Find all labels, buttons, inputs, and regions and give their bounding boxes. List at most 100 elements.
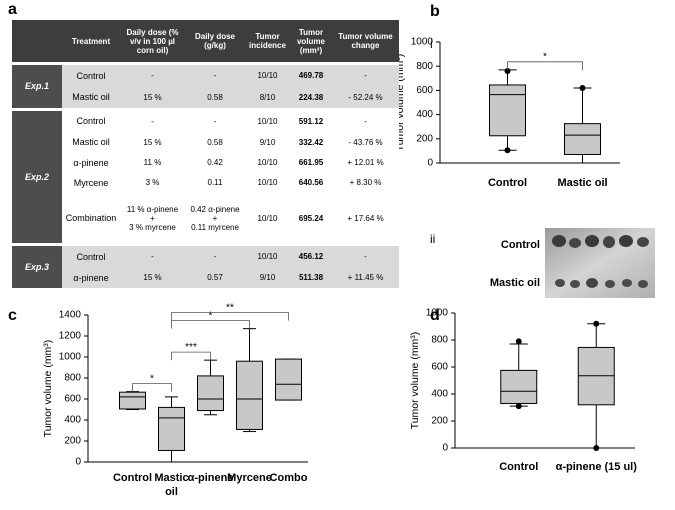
table-cell: -: [185, 107, 245, 133]
table-panel: Treatment Daily dose (% v/v in 100 µl cor…: [12, 20, 399, 288]
significance-label: *: [543, 51, 547, 62]
outlier: [515, 403, 522, 410]
y-tick-label: 1000: [59, 352, 82, 363]
y-tick-label: 800: [64, 373, 81, 384]
table-cell: 0.42: [207, 158, 223, 168]
header-cell: Daily dose (% v/v in 100 µl corn oil): [120, 20, 185, 64]
table-cell: α-pinene: [73, 157, 109, 168]
table-cell: + 8.30 %: [349, 178, 382, 188]
y-axis-label: Tumor volume (mm³): [42, 340, 54, 438]
table-cell: 640.56: [298, 178, 324, 188]
y-tick-label: 200: [416, 133, 433, 144]
outlier: [515, 338, 522, 345]
table-row: Exp.1 Control - -10/10 469.78-: [12, 62, 399, 110]
y-tick-label: 600: [416, 85, 433, 96]
table-cell: 11 %: [143, 158, 162, 168]
table-cell: 456.12: [290, 243, 332, 268]
panel-label: a: [8, 1, 17, 18]
box: [197, 375, 224, 412]
outlier: [593, 320, 600, 327]
table-cell: 0.11: [207, 178, 223, 188]
table-cell: 15 %: [143, 273, 162, 283]
table-cell: -: [332, 243, 399, 268]
table-cell: 0.42 α-pinene + 0.11 myrcene: [190, 204, 240, 232]
table-row: Combination 11 % α-pinene + 3 % myrcene 0.…: [12, 193, 399, 245]
table-cell: Control: [62, 62, 120, 87]
y-tick-label: 0: [427, 158, 433, 169]
significance-label: *: [209, 310, 213, 321]
panel-label: d: [430, 307, 440, 324]
table-row: Mastic oil 15 % 0.58 8/10 224.38 - 52.24 %: [12, 86, 399, 110]
y-tick-label: 1200: [59, 331, 82, 342]
table-cell: 0.58: [207, 137, 223, 147]
table-body: Exp.1 Control - -10/10 469.78- Mastic oil 15 %…: [12, 62, 399, 288]
table-cell: - 52.24 %: [348, 92, 383, 102]
table-cell: + 12.01 %: [347, 158, 384, 168]
header-cell: [12, 20, 62, 64]
significance-label: *: [150, 373, 154, 384]
significance-bracket: [171, 320, 250, 329]
table-cell: 10/10: [257, 178, 278, 188]
photo-row-label: Control: [501, 239, 540, 251]
x-tick-label: Mastic oil: [557, 177, 607, 189]
y-axis-label: Tumor volume (mm³): [409, 332, 421, 430]
table-cell: -: [185, 243, 245, 268]
experiment-label: Exp.3: [12, 243, 62, 288]
y-tick-label: 0: [442, 443, 448, 454]
table-row: Exp.2 Control - -10/10 591.12-: [12, 107, 399, 245]
table-cell: -: [332, 107, 399, 133]
panel-sublabel: ii: [430, 232, 435, 246]
y-tick-label: 1400: [59, 310, 82, 321]
table-cell: -: [332, 62, 399, 87]
table-cell: -: [120, 62, 185, 87]
table-cell: 9/10: [259, 137, 276, 147]
panel-label: c: [8, 307, 17, 324]
table-cell: - 43.76 %: [348, 137, 383, 147]
x-tick-label: α-pinene (15 ul): [556, 461, 638, 473]
x-tick-label: α-pinene: [188, 472, 234, 484]
header-cell: Tumor volume (mm³): [290, 20, 332, 64]
significance-bracket: [171, 312, 289, 321]
header-cell: Treatment: [62, 20, 120, 64]
significance-bracket: [507, 61, 583, 70]
x-tick-label: Control: [499, 461, 538, 473]
x-tick-label: Myrcene: [227, 472, 272, 484]
results-table: Treatment Daily dose (% v/v in 100 µl cor…: [12, 20, 399, 288]
outlier: [579, 84, 586, 91]
table-cell: 3 %: [145, 178, 160, 188]
header-cell: Tumor incidence: [245, 20, 290, 64]
experiment-label: Exp.2: [12, 107, 62, 245]
y-tick-label: 600: [431, 362, 448, 373]
table-row: Exp.3 Control - -10/10 456.12-: [12, 243, 399, 288]
x-tick-label: Control: [488, 177, 527, 189]
table-cell: -: [185, 62, 245, 87]
tumor-photo: [545, 228, 655, 298]
x-tick-label: Combo: [270, 472, 308, 484]
header-row: Treatment Daily dose (% v/v in 100 µl cor…: [12, 20, 399, 64]
box: [158, 406, 185, 451]
experiment-label: Exp.1: [12, 62, 62, 110]
table-cell: 8/10: [259, 92, 276, 102]
table-cell: 10/10: [245, 62, 290, 87]
outlier: [504, 147, 511, 154]
table-cell: Mastic oil: [72, 137, 110, 148]
box: [275, 358, 302, 401]
table-cell: 15 %: [143, 92, 162, 102]
outlier: [593, 445, 600, 451]
table-row: Mastic oil 15 % 0.58 9/10 332.42 - 43.76 %: [12, 132, 399, 153]
header-cell: Daily dose (g/kg): [185, 20, 245, 64]
table-cell: -: [120, 107, 185, 133]
table-cell: + 11.45 %: [347, 273, 384, 283]
significance-bracket: [171, 351, 211, 361]
y-tick-label: 200: [64, 436, 81, 447]
y-tick-label: 600: [64, 394, 81, 405]
table-cell: 591.12: [290, 107, 332, 133]
y-tick-label: 400: [64, 415, 81, 426]
table-cell: 661.95: [298, 158, 324, 168]
box: [489, 84, 526, 137]
table-cell: 0.58: [207, 92, 223, 102]
table-cell: 9/10: [259, 273, 276, 283]
box: [500, 369, 538, 404]
significance-label: ***: [185, 342, 197, 353]
